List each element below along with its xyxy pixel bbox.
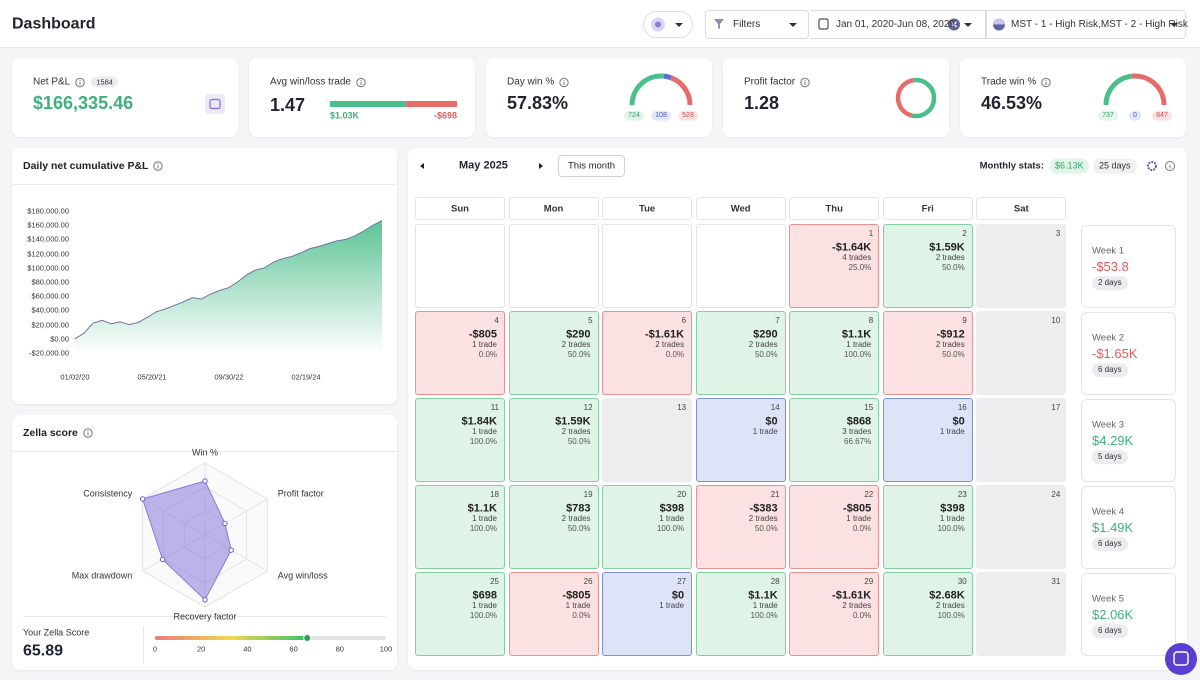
calendar-cell[interactable] — [508, 311, 599, 395]
calendar-cell[interactable] — [976, 398, 1067, 482]
calendar-cell[interactable] — [602, 485, 693, 569]
cumulative-area — [75, 220, 382, 353]
score-fill — [155, 636, 308, 640]
avg-win-bar — [330, 101, 406, 107]
calendar-cell-empty — [508, 224, 599, 308]
kpi-card — [486, 58, 712, 137]
calendar-cell[interactable] — [695, 485, 786, 569]
calendar-cell[interactable] — [415, 398, 505, 482]
accounts-button[interactable] — [986, 10, 1186, 39]
caret-icon — [1170, 23, 1178, 27]
calendar-cell-empty — [415, 224, 505, 308]
avg-loss-bar — [405, 101, 457, 107]
calendar-cell[interactable] — [976, 572, 1067, 656]
cumulative-line — [74, 220, 383, 340]
calendar-cell[interactable] — [508, 398, 599, 482]
weekday-header — [882, 197, 973, 220]
calendar-cell[interactable] — [789, 572, 880, 656]
settings-icon — [1147, 161, 1157, 171]
caret-icon — [675, 23, 683, 27]
radar-point — [222, 520, 228, 527]
currency-icon-inner — [655, 21, 661, 28]
week-summary-card — [1081, 225, 1176, 308]
gauge-segment — [663, 73, 672, 81]
week-summary-card — [1081, 486, 1176, 569]
gauge-segment — [1103, 73, 1133, 106]
calendar-cell[interactable] — [882, 485, 973, 569]
calendar-cell[interactable] — [976, 311, 1067, 395]
account-icon-half — [993, 18, 1005, 25]
calendar-icon — [818, 18, 829, 30]
calendar-cell[interactable] — [789, 311, 880, 395]
this-month-button[interactable] — [558, 155, 625, 177]
calendar-cell[interactable] — [789, 224, 880, 308]
gauge-segment — [1131, 73, 1167, 106]
calendar-cell[interactable] — [602, 398, 693, 482]
week-summary-card — [1081, 399, 1176, 482]
chat-launcher[interactable] — [1165, 643, 1197, 675]
zella-divider — [23, 616, 386, 617]
calendar-cell-empty — [602, 224, 693, 308]
calendar-cell[interactable] — [882, 398, 973, 482]
radar-point — [202, 478, 208, 484]
weekday-header — [508, 197, 599, 220]
radar-point — [139, 496, 146, 502]
calendar-cell[interactable] — [415, 485, 505, 569]
caret-icon — [964, 23, 972, 27]
gauge-segment — [629, 73, 665, 106]
chart-card-divider — [12, 184, 397, 185]
profit-arc — [911, 77, 937, 119]
prev-month-icon — [420, 163, 424, 169]
info-icon — [1165, 161, 1175, 171]
calendar-cell[interactable] — [508, 572, 599, 656]
calendar-cell[interactable] — [415, 311, 505, 395]
calendar-cell[interactable] — [695, 398, 786, 482]
kpi-card — [249, 58, 475, 137]
weekday-header — [602, 197, 693, 220]
calendar-cell[interactable] — [602, 311, 693, 395]
weekday-header — [976, 197, 1067, 220]
kpi-card — [960, 58, 1186, 137]
calendar-cell[interactable] — [882, 572, 973, 656]
loss-arc — [895, 77, 914, 118]
week-summary-card — [1081, 573, 1176, 656]
chat-icon — [1173, 651, 1189, 666]
calendar-cell[interactable] — [695, 311, 786, 395]
week-summary-card — [1081, 312, 1176, 395]
calendar-cell[interactable] — [602, 572, 693, 656]
calendar-cell-empty — [695, 224, 786, 308]
radar-point — [202, 597, 208, 603]
zella-vertical-divider — [143, 626, 144, 664]
calendar-cell[interactable] — [882, 224, 973, 308]
next-month-icon — [539, 163, 543, 169]
pnl-icon — [205, 94, 225, 114]
clear-icon-x — [951, 21, 957, 28]
calendar-cell[interactable] — [976, 224, 1067, 308]
radar-point — [159, 556, 166, 563]
weekday-header — [695, 197, 786, 220]
calendar-cell[interactable] — [415, 572, 505, 656]
calendar-cell[interactable] — [976, 485, 1067, 569]
gauge-segment — [669, 75, 693, 106]
calendar-cell[interactable] — [789, 485, 880, 569]
kpi-card — [723, 58, 949, 137]
calendar-cell[interactable] — [789, 398, 880, 482]
pnl-icon-glyph — [209, 98, 221, 110]
weekday-header — [789, 197, 880, 220]
zella-card-divider — [12, 451, 397, 452]
calendar-cell[interactable] — [695, 572, 786, 656]
filter-icon — [714, 19, 724, 29]
calendar-cell[interactable] — [508, 485, 599, 569]
calendar-cell[interactable] — [882, 311, 973, 395]
kpi-card — [12, 58, 238, 137]
radar-point — [228, 547, 234, 553]
weekday-header — [415, 197, 505, 220]
score-marker — [303, 634, 312, 642]
caret-icon — [789, 23, 797, 27]
